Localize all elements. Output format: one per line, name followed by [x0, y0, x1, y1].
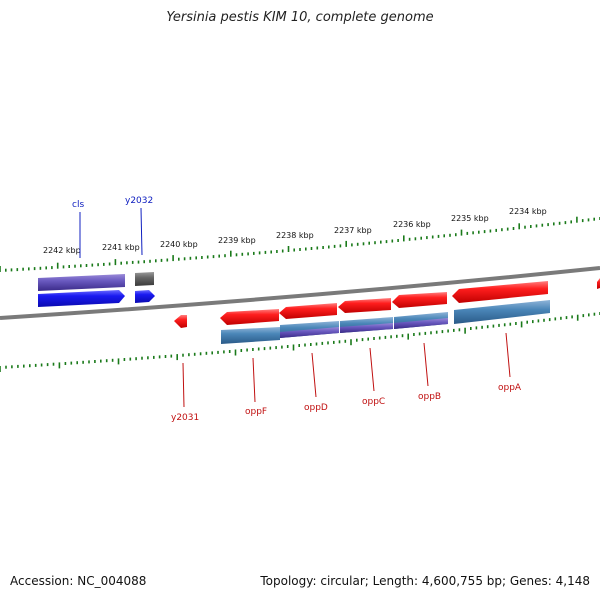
outer-tick-track	[0, 216, 600, 272]
reverse-strand-features	[174, 278, 600, 344]
scale-labels: 2242 kbp 2241 kbp 2240 kbp 2239 kbp 2238…	[43, 207, 547, 255]
scale-label-2235: 2235 kbp	[451, 214, 489, 223]
scale-label-2237: 2237 kbp	[334, 226, 372, 235]
y2032-leader	[140, 207, 143, 256]
oppF-gene-arrow[interactable]	[220, 309, 279, 325]
scale-label-2236: 2236 kbp	[393, 220, 431, 229]
oppA-gene-arrow[interactable]	[452, 281, 548, 303]
scale-label-2239: 2239 kbp	[218, 236, 256, 245]
cls-cds-bar[interactable]	[38, 274, 125, 291]
gene-label-oppC[interactable]: oppC	[362, 397, 385, 407]
accession-text: Accession: NC_004088	[10, 574, 147, 588]
y2032-cds-bar[interactable]	[135, 272, 154, 286]
gene-label-oppB[interactable]: oppB	[418, 392, 441, 402]
forward-strand-features	[38, 272, 155, 307]
gene-label-y2032[interactable]: y2032	[125, 196, 153, 206]
oppC-cds-lower-bar[interactable]	[340, 323, 393, 333]
oppD-leader	[311, 352, 317, 398]
oppC-gene-arrow[interactable]	[338, 298, 391, 313]
gene-labels: cls y2032 y2031 oppF oppD oppC oppB oppA	[72, 196, 522, 423]
oppA-leader	[505, 332, 511, 378]
oppB-gene-arrow[interactable]	[392, 292, 447, 308]
gene-label-oppA[interactable]: oppA	[498, 383, 522, 393]
inner-tick-track	[0, 312, 600, 372]
y2031-gene-arrow[interactable]	[174, 315, 187, 328]
scale-label-2240: 2240 kbp	[160, 240, 198, 249]
edge-gene-arrow-partial[interactable]	[597, 278, 600, 289]
genome-backbone	[0, 266, 600, 320]
map-title: Yersinia pestis KIM 10, complete genome	[166, 10, 434, 25]
gene-label-cls[interactable]: cls	[72, 200, 84, 210]
gene-label-oppD[interactable]: oppD	[304, 403, 328, 413]
oppD-gene-arrow[interactable]	[279, 303, 337, 319]
gene-label-oppF[interactable]: oppF	[245, 407, 267, 417]
scale-label-2242: 2242 kbp	[43, 246, 81, 255]
oppF-leader	[252, 357, 256, 403]
oppC-leader	[369, 347, 375, 392]
scale-label-2238: 2238 kbp	[276, 231, 314, 240]
topology-text: Topology: circular; Length: 4,600,755 bp…	[260, 574, 590, 588]
y2031-leader	[182, 362, 185, 408]
oppD-cds-lower-bar[interactable]	[280, 327, 339, 338]
cls-gene-arrow[interactable]	[38, 290, 125, 307]
label-leaders	[79, 207, 511, 408]
gene-label-y2031[interactable]: y2031	[171, 413, 199, 423]
oppB-leader	[423, 342, 429, 387]
y2032-gene-arrow[interactable]	[135, 290, 155, 303]
scale-label-2241: 2241 kbp	[102, 243, 140, 252]
oppA-cds-bar[interactable]	[454, 300, 550, 324]
oppB-cds-lower-bar[interactable]	[394, 318, 448, 329]
oppF-cds-bar[interactable]	[221, 327, 280, 344]
scale-label-2234: 2234 kbp	[509, 207, 547, 216]
